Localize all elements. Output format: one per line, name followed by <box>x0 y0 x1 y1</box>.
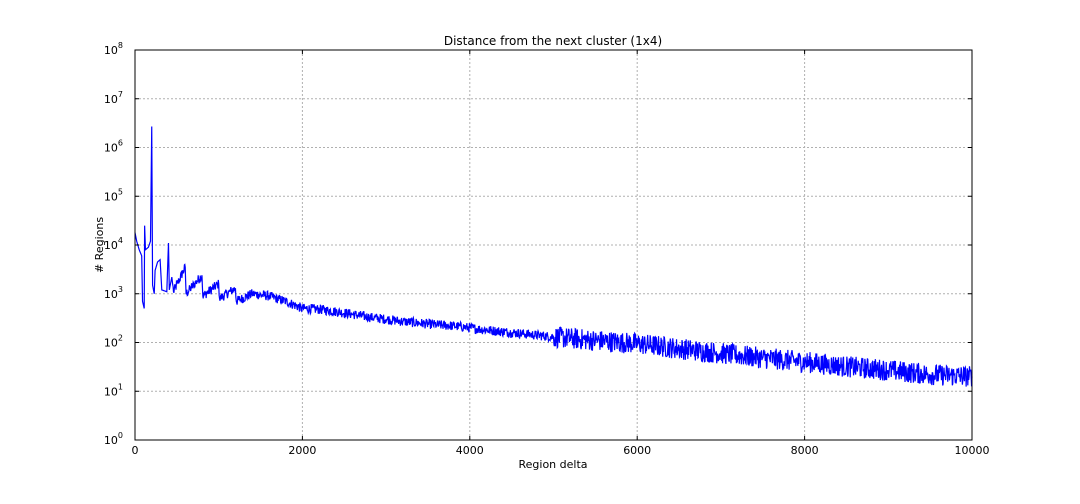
x-tick-label: 0 <box>132 444 139 457</box>
y-tick-label: 100 <box>104 431 123 447</box>
y-tick-label: 103 <box>104 285 123 301</box>
plot-area <box>134 126 973 387</box>
y-tick-label: 108 <box>104 41 123 57</box>
x-tick-label: 2000 <box>288 444 316 457</box>
x-tick-label: 6000 <box>623 444 651 457</box>
x-tick-label: 8000 <box>791 444 819 457</box>
x-axis-ticks: 0 2000 4000 6000 8000 10000 <box>132 50 990 457</box>
chart-title: Distance from the next cluster (1x4) <box>444 34 662 48</box>
y-tick-label: 105 <box>104 187 123 203</box>
y-tick-label: 104 <box>104 236 123 252</box>
y-tick-label: 101 <box>104 382 123 398</box>
y-tick-label: 107 <box>104 90 123 106</box>
x-tick-label: 10000 <box>955 444 990 457</box>
grid-lines <box>135 50 972 440</box>
series-line <box>134 126 973 387</box>
y-axis-label: # Regions <box>93 217 106 273</box>
y-tick-label: 102 <box>104 334 123 350</box>
x-tick-label: 4000 <box>456 444 484 457</box>
y-axis-ticks: 100 101 102 103 104 105 106 107 108 <box>104 41 972 447</box>
y-tick-label: 106 <box>104 139 123 155</box>
x-axis-label: Region delta <box>518 458 587 471</box>
